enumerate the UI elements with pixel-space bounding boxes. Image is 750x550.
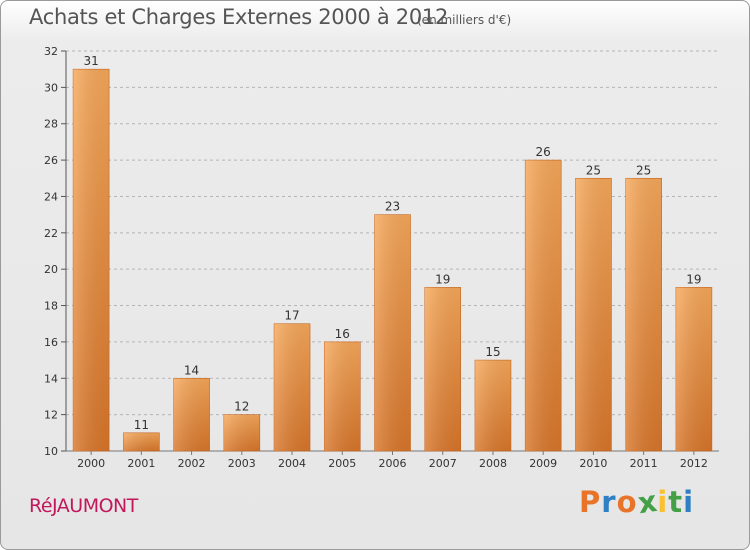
bar-shade	[374, 214, 411, 451]
bar-value-label: 12	[234, 400, 249, 414]
bar-value-label: 14	[184, 363, 199, 377]
y-tick-label: 10	[44, 445, 58, 458]
bar-value-label: 16	[335, 327, 350, 341]
x-tick-label: 2007	[429, 457, 457, 470]
bar-shade	[123, 432, 160, 451]
bar-shade	[324, 341, 361, 451]
bar-shade	[73, 69, 110, 451]
chart-unit: (en milliers d'€)	[417, 13, 512, 27]
y-tick-label: 32	[44, 45, 58, 58]
bar-shade	[474, 360, 511, 451]
x-tick-label: 2002	[178, 457, 206, 470]
x-tick-label: 2012	[680, 457, 708, 470]
brand-letter: t	[668, 485, 684, 519]
label-layer: 31 11 14 12 17 16 23 19 15 26 25 25 19	[83, 54, 701, 432]
bar-shade	[625, 178, 662, 452]
x-tick-label: 2000	[77, 457, 105, 470]
brand-letter: x	[635, 483, 660, 521]
x-tick-label: 2009	[529, 457, 557, 470]
bar-shade	[173, 378, 210, 451]
x-tick-label: 2005	[328, 457, 356, 470]
bar-shade	[675, 287, 712, 451]
bar-shade	[575, 178, 612, 452]
y-tick-label: 14	[44, 372, 58, 385]
y-tick-label: 24	[44, 190, 58, 203]
bar-value-label: 25	[586, 163, 601, 177]
brand-letter: r	[601, 485, 617, 519]
bar-value-label: 31	[83, 54, 98, 68]
brand-logo: Proxiti	[579, 483, 695, 521]
commune-name: RéJAUMONT	[29, 495, 138, 517]
bar-value-label: 17	[284, 309, 299, 323]
y-tick-label: 30	[44, 81, 58, 94]
y-tick-label: 12	[44, 409, 58, 422]
y-tick-label: 26	[44, 154, 58, 167]
bar-value-label: 19	[435, 272, 450, 286]
bar-layer	[72, 68, 713, 452]
bar-value-label: 15	[485, 345, 500, 359]
brand-letter: o	[616, 485, 638, 519]
bar-shade	[424, 287, 461, 451]
x-tick-label: 2001	[127, 457, 155, 470]
y-tick-label: 18	[44, 300, 58, 313]
y-tick-label: 28	[44, 118, 58, 131]
axis-layer: 10 12 14 16 18 20 22 24 26 28 30 32 2000 2001 2002 2003…	[44, 45, 719, 470]
chart-title: Achats et Charges Externes 2000 à 2012	[29, 5, 449, 29]
bar-value-label: 23	[385, 200, 400, 214]
brand-letter: i	[683, 485, 695, 519]
bar-shade	[525, 160, 562, 451]
y-tick-label: 22	[44, 227, 58, 240]
bar-value-label: 19	[686, 272, 701, 286]
bar-shade	[223, 414, 260, 451]
x-tick-label: 2006	[379, 457, 407, 470]
bar-value-label: 26	[536, 145, 551, 159]
bar-value-label: 11	[134, 418, 149, 432]
brand-letter: i	[657, 485, 669, 519]
y-tick-label: 16	[44, 336, 58, 349]
brand-letter: P	[579, 485, 602, 519]
bar-shade	[274, 323, 311, 451]
x-tick-label: 2008	[479, 457, 507, 470]
x-tick-label: 2003	[228, 457, 256, 470]
x-tick-label: 2010	[579, 457, 607, 470]
x-tick-label: 2011	[630, 457, 658, 470]
x-tick-label: 2004	[278, 457, 306, 470]
y-tick-label: 20	[44, 263, 58, 276]
bar-value-label: 25	[636, 163, 651, 177]
